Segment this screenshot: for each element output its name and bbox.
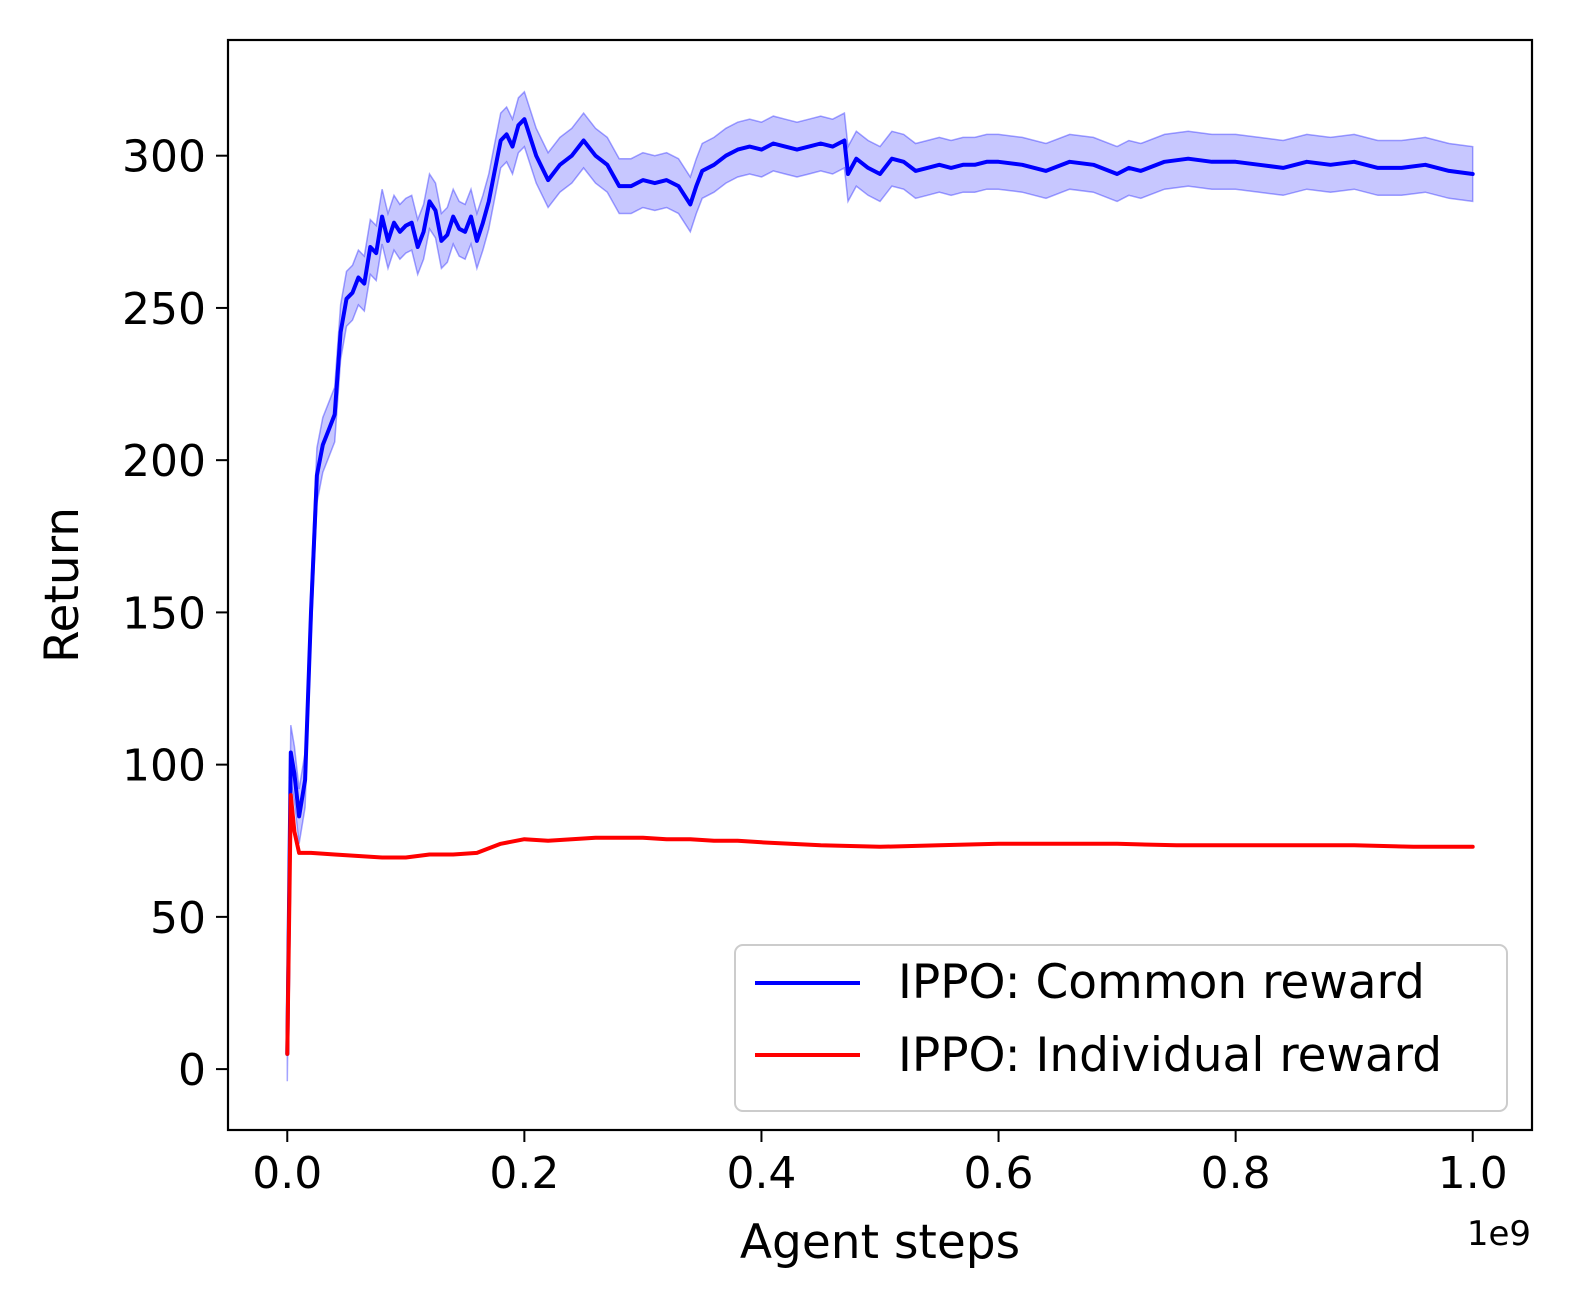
x-tick-label: 0.6 — [964, 1148, 1034, 1199]
y-axis-ticks: 0 50 100 150 200 250 300 — [122, 132, 228, 1096]
x-axis-offset-text: 1e9 — [1467, 1214, 1531, 1254]
plot-frame — [226, 38, 1534, 1132]
y-tick-label: 50 — [150, 893, 206, 944]
x-tick-label: 0.0 — [252, 1148, 322, 1199]
y-tick-label: 100 — [122, 741, 206, 792]
legend-label-individual-reward: IPPO: Individual reward — [898, 1028, 1442, 1083]
x-tick-label: 0.2 — [489, 1148, 559, 1199]
x-tick-label: 0.4 — [726, 1148, 796, 1199]
plot-area — [285, 90, 1475, 1082]
y-tick-label: 200 — [122, 436, 206, 487]
x-axis-ticks: 0.0 0.2 0.4 0.6 0.8 1.0 — [252, 1130, 1508, 1199]
y-tick-label: 250 — [122, 284, 206, 335]
x-tick-label: 1.0 — [1438, 1148, 1508, 1199]
y-tick-label: 150 — [122, 588, 206, 639]
legend-label-common-reward: IPPO: Common reward — [898, 955, 1425, 1010]
y-tick-label: 0 — [178, 1045, 206, 1096]
legend: IPPO: Common reward IPPO: Individual rew… — [734, 944, 1508, 1112]
series-line-ippo-individual-reward — [285, 793, 1475, 1056]
x-axis-label: Agent steps — [740, 1215, 1020, 1270]
y-tick-label: 300 — [122, 132, 206, 183]
x-tick-label: 0.8 — [1201, 1148, 1271, 1199]
series-line-ippo-common-reward — [285, 117, 1475, 1056]
y-axis-label: Return — [35, 507, 90, 663]
confidence-band-ippo-common-reward — [286, 90, 1474, 1082]
legend-box — [734, 944, 1508, 1112]
